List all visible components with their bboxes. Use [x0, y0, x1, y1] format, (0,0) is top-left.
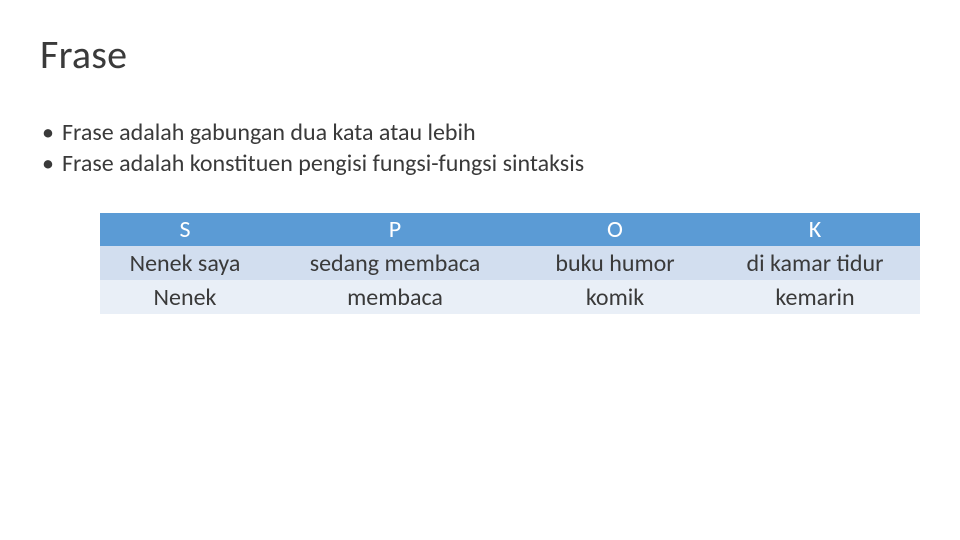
- cell: membaca: [270, 280, 520, 314]
- bullet-item: Frase adalah konstituen pengisi fungsi-f…: [40, 148, 920, 179]
- cell: Nenek: [100, 280, 270, 314]
- cell: sedang membaca: [270, 246, 520, 280]
- cell: kemarin: [710, 280, 920, 314]
- cell: di kamar tidur: [710, 246, 920, 280]
- slide: Frase Frase adalah gabungan dua kata ata…: [0, 0, 960, 540]
- col-header-k: K: [710, 213, 920, 246]
- table-row: Nenek saya sedang membaca buku humor di …: [100, 246, 920, 280]
- col-header-p: P: [270, 213, 520, 246]
- syntax-table: S P O K Nenek saya sedang membaca buku h…: [100, 213, 920, 314]
- table-row: Nenek membaca komik kemarin: [100, 280, 920, 314]
- table-header-row: S P O K: [100, 213, 920, 246]
- col-header-o: O: [520, 213, 710, 246]
- page-title: Frase: [40, 30, 920, 79]
- bullet-item: Frase adalah gabungan dua kata atau lebi…: [40, 117, 920, 148]
- cell: Nenek saya: [100, 246, 270, 280]
- col-header-s: S: [100, 213, 270, 246]
- bullet-list: Frase adalah gabungan dua kata atau lebi…: [40, 117, 920, 179]
- cell: komik: [520, 280, 710, 314]
- cell: buku humor: [520, 246, 710, 280]
